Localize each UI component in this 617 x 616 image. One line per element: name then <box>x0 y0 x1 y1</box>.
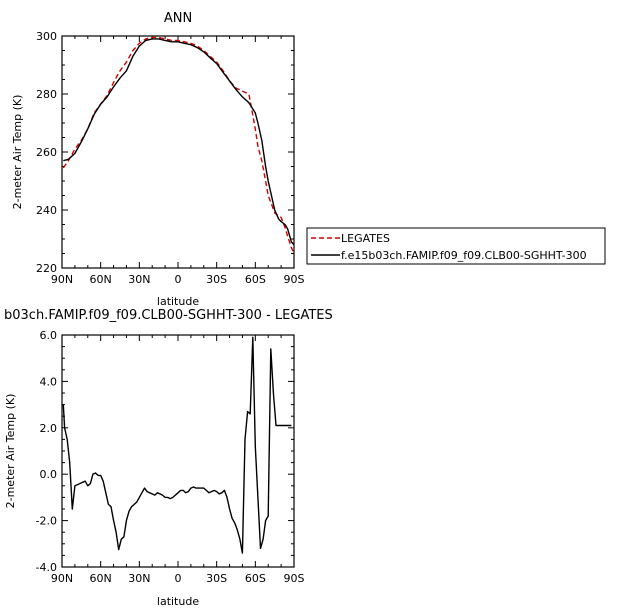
top-x-axis-label: latitude <box>157 295 199 308</box>
x-tick-label: 30N <box>128 273 150 286</box>
x-tick-label: 90S <box>284 273 305 286</box>
x-tick-label: 90N <box>51 572 73 585</box>
x-tick-label: 30S <box>206 273 227 286</box>
bottom-x-axis-label: latitude <box>157 595 199 608</box>
top-series-line-2 <box>63 38 295 246</box>
top-series-line-1 <box>62 36 295 254</box>
top-chart-title: ANN <box>164 11 192 26</box>
y-tick-label: 6.0 <box>40 329 58 342</box>
x-tick-label: 60N <box>90 572 112 585</box>
y-tick-label: 300 <box>36 30 57 43</box>
bottom-series-group <box>62 336 292 554</box>
legend: LEGATES f.e15b03ch.FAMIP.f09_f09.CLB00-S… <box>306 227 606 265</box>
top-y-axis-label: 2-meter Air Temp (K) <box>11 95 24 210</box>
y-tick-label: 0.0 <box>40 468 58 481</box>
top-panel: ANN 90N 60N 30N 0 30S 60S 90S 220240260280300 … <box>11 11 305 308</box>
legend-label-model: f.e15b03ch.FAMIP.f09_f09.CLB00-SGHHT-300 <box>341 249 587 262</box>
y-tick-label: 220 <box>36 262 57 275</box>
y-tick-label: 280 <box>36 88 57 101</box>
x-tick-label: 30S <box>206 572 227 585</box>
x-tick-label: 60S <box>245 273 266 286</box>
y-tick-label: -4.0 <box>36 561 57 574</box>
bottom-x-axis: 90N 60N 30N 0 30S 60S 90S <box>51 335 305 585</box>
legend-box <box>306 227 606 265</box>
top-y-axis: 220 240 260 280 300 <box>36 30 294 275</box>
x-tick-label: 0 <box>175 273 182 286</box>
y-tick-label: 260 <box>36 146 57 159</box>
y-tick-label: -2.0 <box>36 515 57 528</box>
top-series-group <box>62 36 295 254</box>
legend-label-legates: LEGATES <box>341 232 390 245</box>
bottom-series-line-1 <box>62 336 292 554</box>
top-x-axis: 90N 60N 30N 0 30S 60S 90S <box>51 36 305 286</box>
x-tick-label: 90S <box>284 572 305 585</box>
y-tick-label: 240 <box>36 204 57 217</box>
y-tick-label: 2.0 <box>40 422 58 435</box>
x-tick-label: 0 <box>175 572 182 585</box>
x-tick-label: 60S <box>245 572 266 585</box>
x-tick-label: 30N <box>128 572 150 585</box>
y-tick-label: 4.0 <box>40 375 58 388</box>
x-tick-label: 90N <box>51 273 73 286</box>
bottom-chart-title: b03ch.FAMIP.f09_f09.CLB00-SGHHT-300 - LE… <box>4 308 333 323</box>
bottom-panel: b03ch.FAMIP.f09_f09.CLB00-SGHHT-300 - LE… <box>4 308 333 608</box>
bottom-y-axis-label: 2-meter Air Temp (K) <box>4 394 17 509</box>
x-tick-label: 60N <box>90 273 112 286</box>
bottom-y-axis: 6.0 4.0 2.0 0.0 -2.0 -4.0 <box>36 329 294 574</box>
